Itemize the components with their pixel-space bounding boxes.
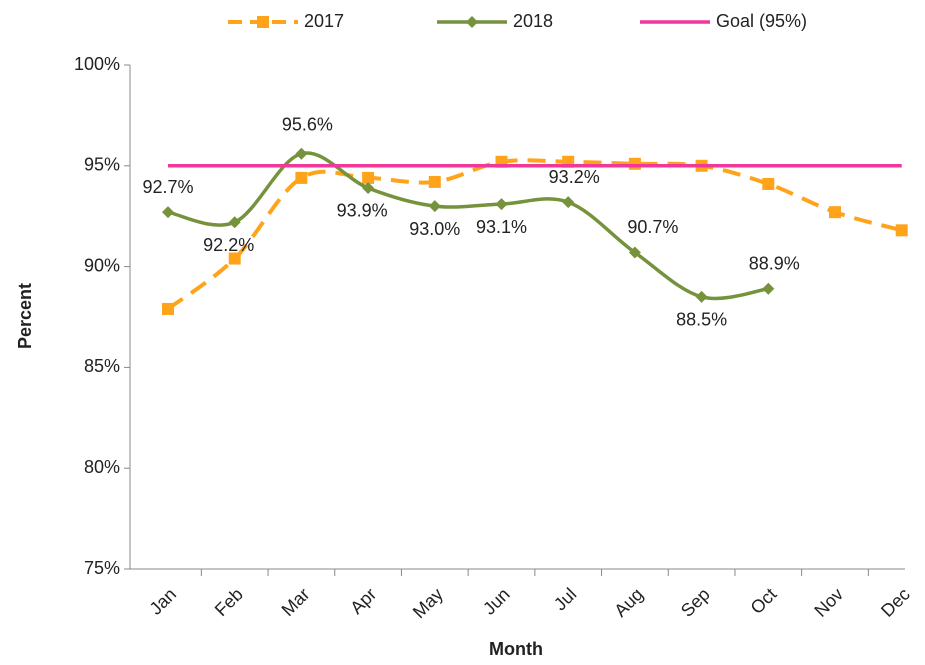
marker (428, 175, 441, 188)
x-tick-label: Aug (610, 584, 647, 621)
data-label: 88.5% (676, 310, 727, 330)
marker (295, 171, 308, 184)
marker (295, 147, 308, 160)
marker (162, 302, 174, 315)
legend-label: Goal (95%) (716, 11, 807, 31)
data-label: 93.2% (549, 167, 600, 187)
x-tick-label: Jul (550, 584, 580, 614)
y-tick-label: 80% (84, 457, 120, 477)
y-axis-title: Percent (15, 283, 35, 349)
marker (495, 198, 508, 211)
series-line (167, 151, 769, 301)
data-label: 95.6% (282, 114, 333, 134)
y-tick-label: 95% (84, 155, 120, 175)
marker (562, 196, 575, 209)
y-tick-label: 75% (84, 558, 120, 578)
data-label: 93.0% (409, 219, 460, 239)
data-label: 92.7% (142, 177, 193, 197)
marker (162, 206, 174, 219)
marker (362, 171, 375, 184)
x-tick-label: May (409, 584, 447, 622)
x-tick-label: Sep (677, 584, 714, 621)
marker (829, 206, 841, 219)
marker (895, 224, 908, 237)
marker (628, 246, 641, 259)
marker (228, 216, 241, 229)
data-label: 90.7% (627, 217, 678, 237)
y-tick-label: 85% (84, 356, 120, 376)
data-label: 93.1% (476, 217, 527, 237)
marker (762, 177, 775, 190)
legend-marker (257, 16, 269, 28)
x-tick-label: Jun (479, 584, 514, 619)
x-tick-label: Apr (346, 584, 380, 618)
marker (362, 181, 375, 194)
x-tick-label: Mar (278, 584, 314, 620)
legend-marker (466, 16, 478, 28)
x-tick-label: Oct (747, 584, 781, 618)
x-tick-label: Feb (211, 584, 247, 620)
legend-label: 2017 (304, 11, 344, 31)
x-tick-label: Jan (146, 584, 181, 619)
marker (428, 200, 441, 213)
marker (628, 157, 641, 170)
marker (695, 290, 708, 303)
marker (228, 252, 241, 265)
x-tick-label: Dec (877, 584, 914, 621)
data-label: 92.2% (203, 235, 254, 255)
series-line (166, 158, 903, 311)
data-label: 88.9% (749, 254, 800, 274)
legend-label: 2018 (513, 11, 553, 31)
x-tick-label: Nov (810, 584, 847, 621)
y-tick-label: 100% (74, 54, 120, 74)
data-label: 93.9% (337, 201, 388, 221)
y-tick-label: 90% (84, 255, 120, 275)
marker (762, 282, 775, 295)
x-axis-title: Month (489, 639, 543, 659)
